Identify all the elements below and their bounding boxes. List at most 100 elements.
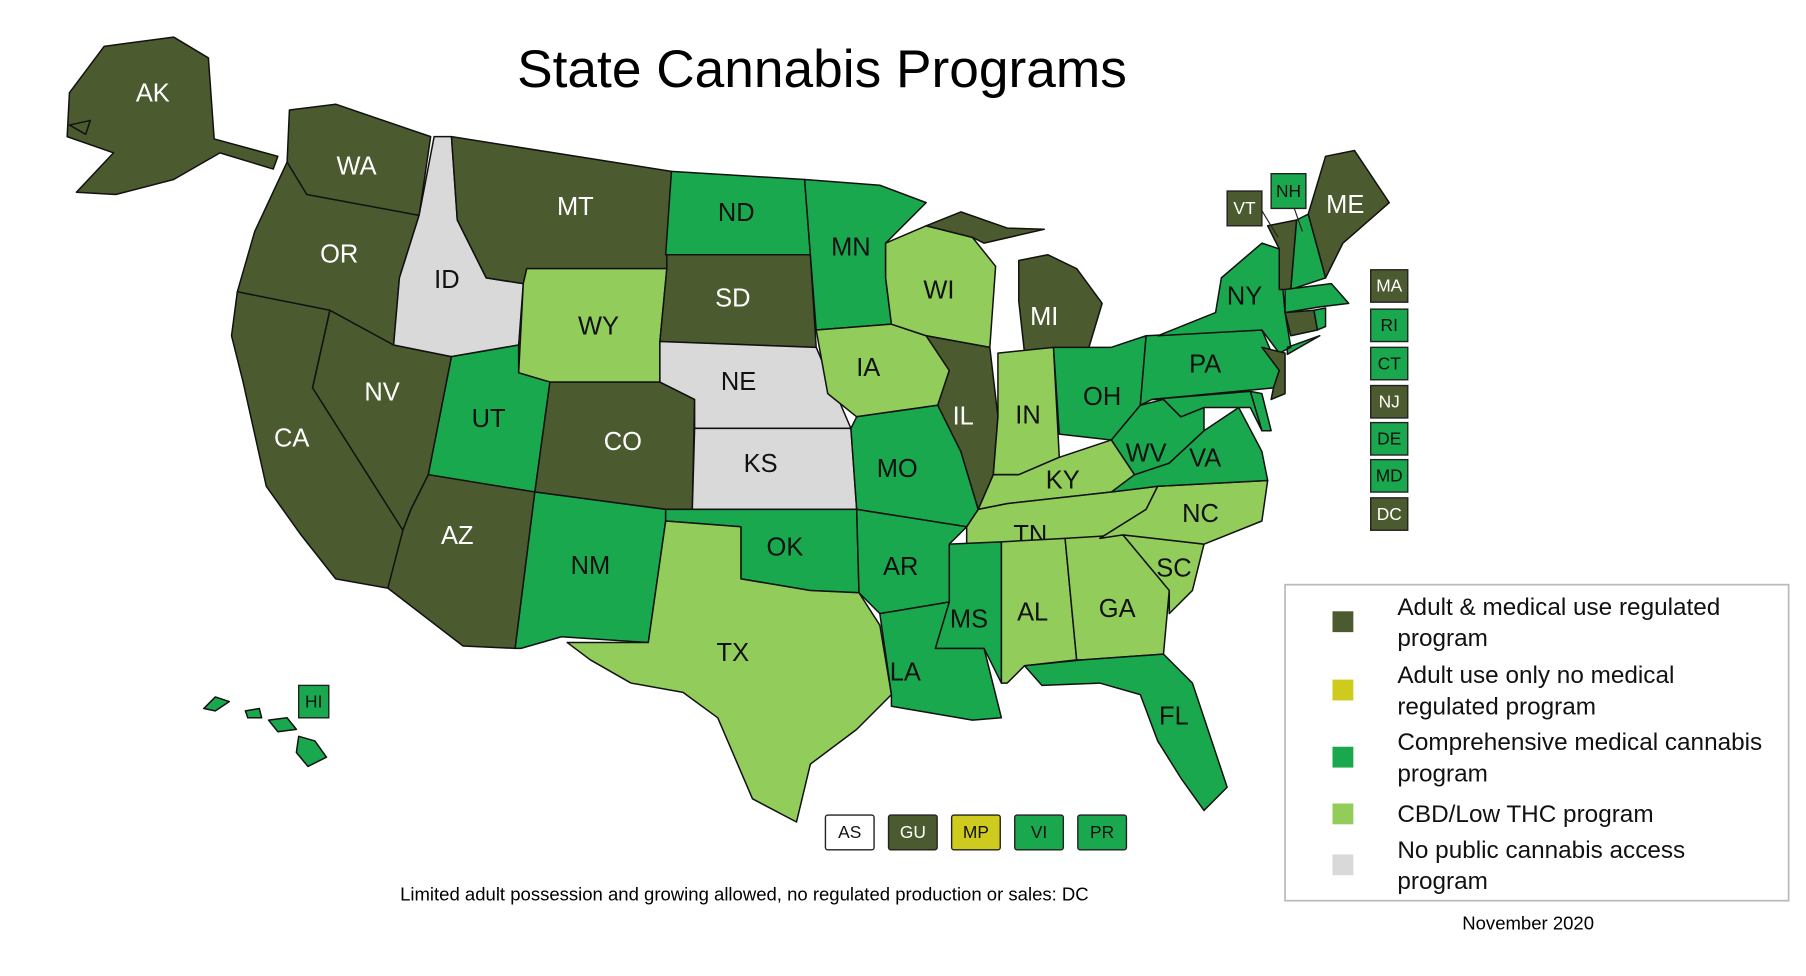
- state-label: ME: [1326, 191, 1364, 219]
- state-label: WI: [923, 276, 954, 304]
- state-label: CO: [604, 428, 642, 456]
- state-label: ID: [434, 266, 459, 294]
- callout-label: VT: [1233, 198, 1256, 218]
- state-label: MI: [1030, 303, 1058, 331]
- state-label: LA: [890, 659, 921, 687]
- date: November 2020: [1462, 913, 1594, 934]
- callout-box: [1370, 421, 1409, 456]
- state-label: SC: [1156, 554, 1191, 582]
- legend-label: No public cannabis access program: [1397, 837, 1686, 895]
- state-label: KY: [1046, 466, 1080, 494]
- legend-label: CBD/Low THC program: [1397, 801, 1654, 828]
- callout-box: [1370, 269, 1409, 303]
- territory-label: PR: [1090, 822, 1114, 842]
- callout-box: [1370, 346, 1409, 381]
- state-label: PA: [1189, 351, 1221, 379]
- legend: Adult & medical use regulated program Adu…: [1332, 593, 1763, 895]
- state-label: AK: [136, 80, 170, 108]
- state: [1284, 309, 1319, 337]
- legend-item: Comprehensive medical cannabis program: [1397, 729, 1763, 788]
- callout-box: [1370, 458, 1409, 493]
- state: [1313, 307, 1327, 331]
- territory-label: AS: [838, 822, 861, 842]
- state-label: TX: [717, 639, 750, 667]
- territory-box: [1014, 814, 1065, 851]
- territory-box: [1077, 814, 1128, 851]
- state: [1023, 653, 1228, 812]
- state-label: NY: [1227, 282, 1262, 310]
- state-label: NC: [1182, 500, 1219, 528]
- callouts: VT NH MA RI CT NJ DE MD DC HI AS GU MP VI PR: [297, 172, 1409, 851]
- legend-label: Adult & medical use regulated program: [1397, 593, 1721, 652]
- legend-frame: [1284, 583, 1790, 902]
- legend-swatch: [1332, 611, 1354, 633]
- legend-swatch: [1332, 679, 1354, 701]
- callout-box: [297, 684, 330, 719]
- legend-item: No public cannabis access program: [1397, 837, 1686, 895]
- state-label: VA: [1189, 444, 1221, 472]
- state: [925, 211, 1103, 354]
- state-label: AZ: [441, 522, 474, 550]
- callout-box: [1270, 172, 1307, 210]
- state-label: CA: [274, 425, 309, 453]
- state-label: MN: [831, 234, 871, 262]
- state-label: NM: [571, 552, 611, 580]
- state-label: IN: [1015, 402, 1040, 430]
- state: [566, 520, 893, 823]
- callout-label: NJ: [1379, 391, 1400, 411]
- callout-label: MA: [1376, 276, 1402, 296]
- state: [1151, 390, 1263, 432]
- state-label: KS: [744, 450, 778, 478]
- state-label: NE: [721, 368, 756, 396]
- state-label: OR: [320, 241, 358, 269]
- callout-label: RI: [1381, 315, 1398, 335]
- leader: [1261, 210, 1279, 238]
- callout-label: HI: [305, 691, 322, 711]
- state-label: ND: [718, 199, 755, 227]
- legend-swatch: [1332, 803, 1354, 825]
- state: [1290, 213, 1327, 291]
- state-label: MT: [557, 193, 594, 221]
- callout-box: [1226, 190, 1263, 227]
- callout-box: [1370, 308, 1409, 343]
- state-label: OH: [1083, 383, 1121, 411]
- territory-label: MP: [963, 822, 989, 842]
- state: [1099, 479, 1269, 545]
- state: [1284, 282, 1350, 314]
- state-label: IA: [856, 354, 880, 382]
- state-label: FL: [1159, 703, 1189, 731]
- territory-box: [824, 814, 875, 851]
- callout-label: NH: [1276, 181, 1301, 201]
- legend-item: CBD/Low THC program: [1397, 801, 1654, 828]
- state-label: GA: [1099, 595, 1136, 623]
- title: State Cannabis Programs: [517, 40, 1127, 99]
- state-label: OK: [767, 533, 804, 561]
- state-label: IL: [953, 403, 974, 431]
- territory-label: GU: [900, 822, 926, 842]
- callout-label: CT: [1378, 353, 1402, 373]
- state-label: AL: [1017, 598, 1048, 626]
- leader: [1293, 208, 1303, 232]
- state-label: SD: [715, 285, 750, 313]
- state-label: AR: [883, 553, 918, 581]
- callout-label: MD: [1376, 466, 1403, 486]
- legend-label: Adult use only no medical regulated prog…: [1397, 662, 1675, 721]
- callout-box: [1370, 497, 1409, 531]
- state-label: WY: [578, 312, 619, 340]
- state: [1261, 346, 1286, 401]
- state-label: WV: [1126, 440, 1167, 468]
- callout-label: DC: [1377, 504, 1402, 524]
- territory-label: VI: [1031, 822, 1047, 842]
- callout-box: [1370, 384, 1409, 419]
- legend-label: Comprehensive medical cannabis program: [1397, 729, 1763, 788]
- state-label: MO: [877, 455, 918, 483]
- state-label: NV: [364, 378, 399, 406]
- territory-box: [950, 814, 1001, 851]
- territory-box: [887, 814, 938, 851]
- footnote: Limited adult possession and growing all…: [400, 884, 1089, 905]
- legend-item: Adult & medical use regulated program: [1397, 593, 1721, 652]
- states: AK WA OR CA NV ID MT WY UT CO AZ NM ND SD NE KS OK TX MN IA…: [66, 36, 1390, 823]
- state: [66, 36, 279, 196]
